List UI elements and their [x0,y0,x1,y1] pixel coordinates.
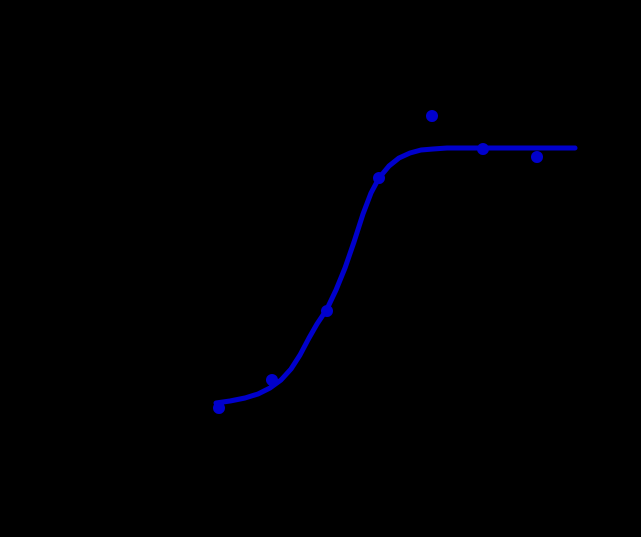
data-point-6 [531,151,543,163]
data-point-4 [426,110,438,122]
data-point-markers [213,110,543,414]
data-point-0 [213,402,225,414]
data-point-1 [266,374,278,386]
data-point-5 [477,143,489,155]
data-point-3 [373,172,385,184]
data-point-2 [321,305,333,317]
